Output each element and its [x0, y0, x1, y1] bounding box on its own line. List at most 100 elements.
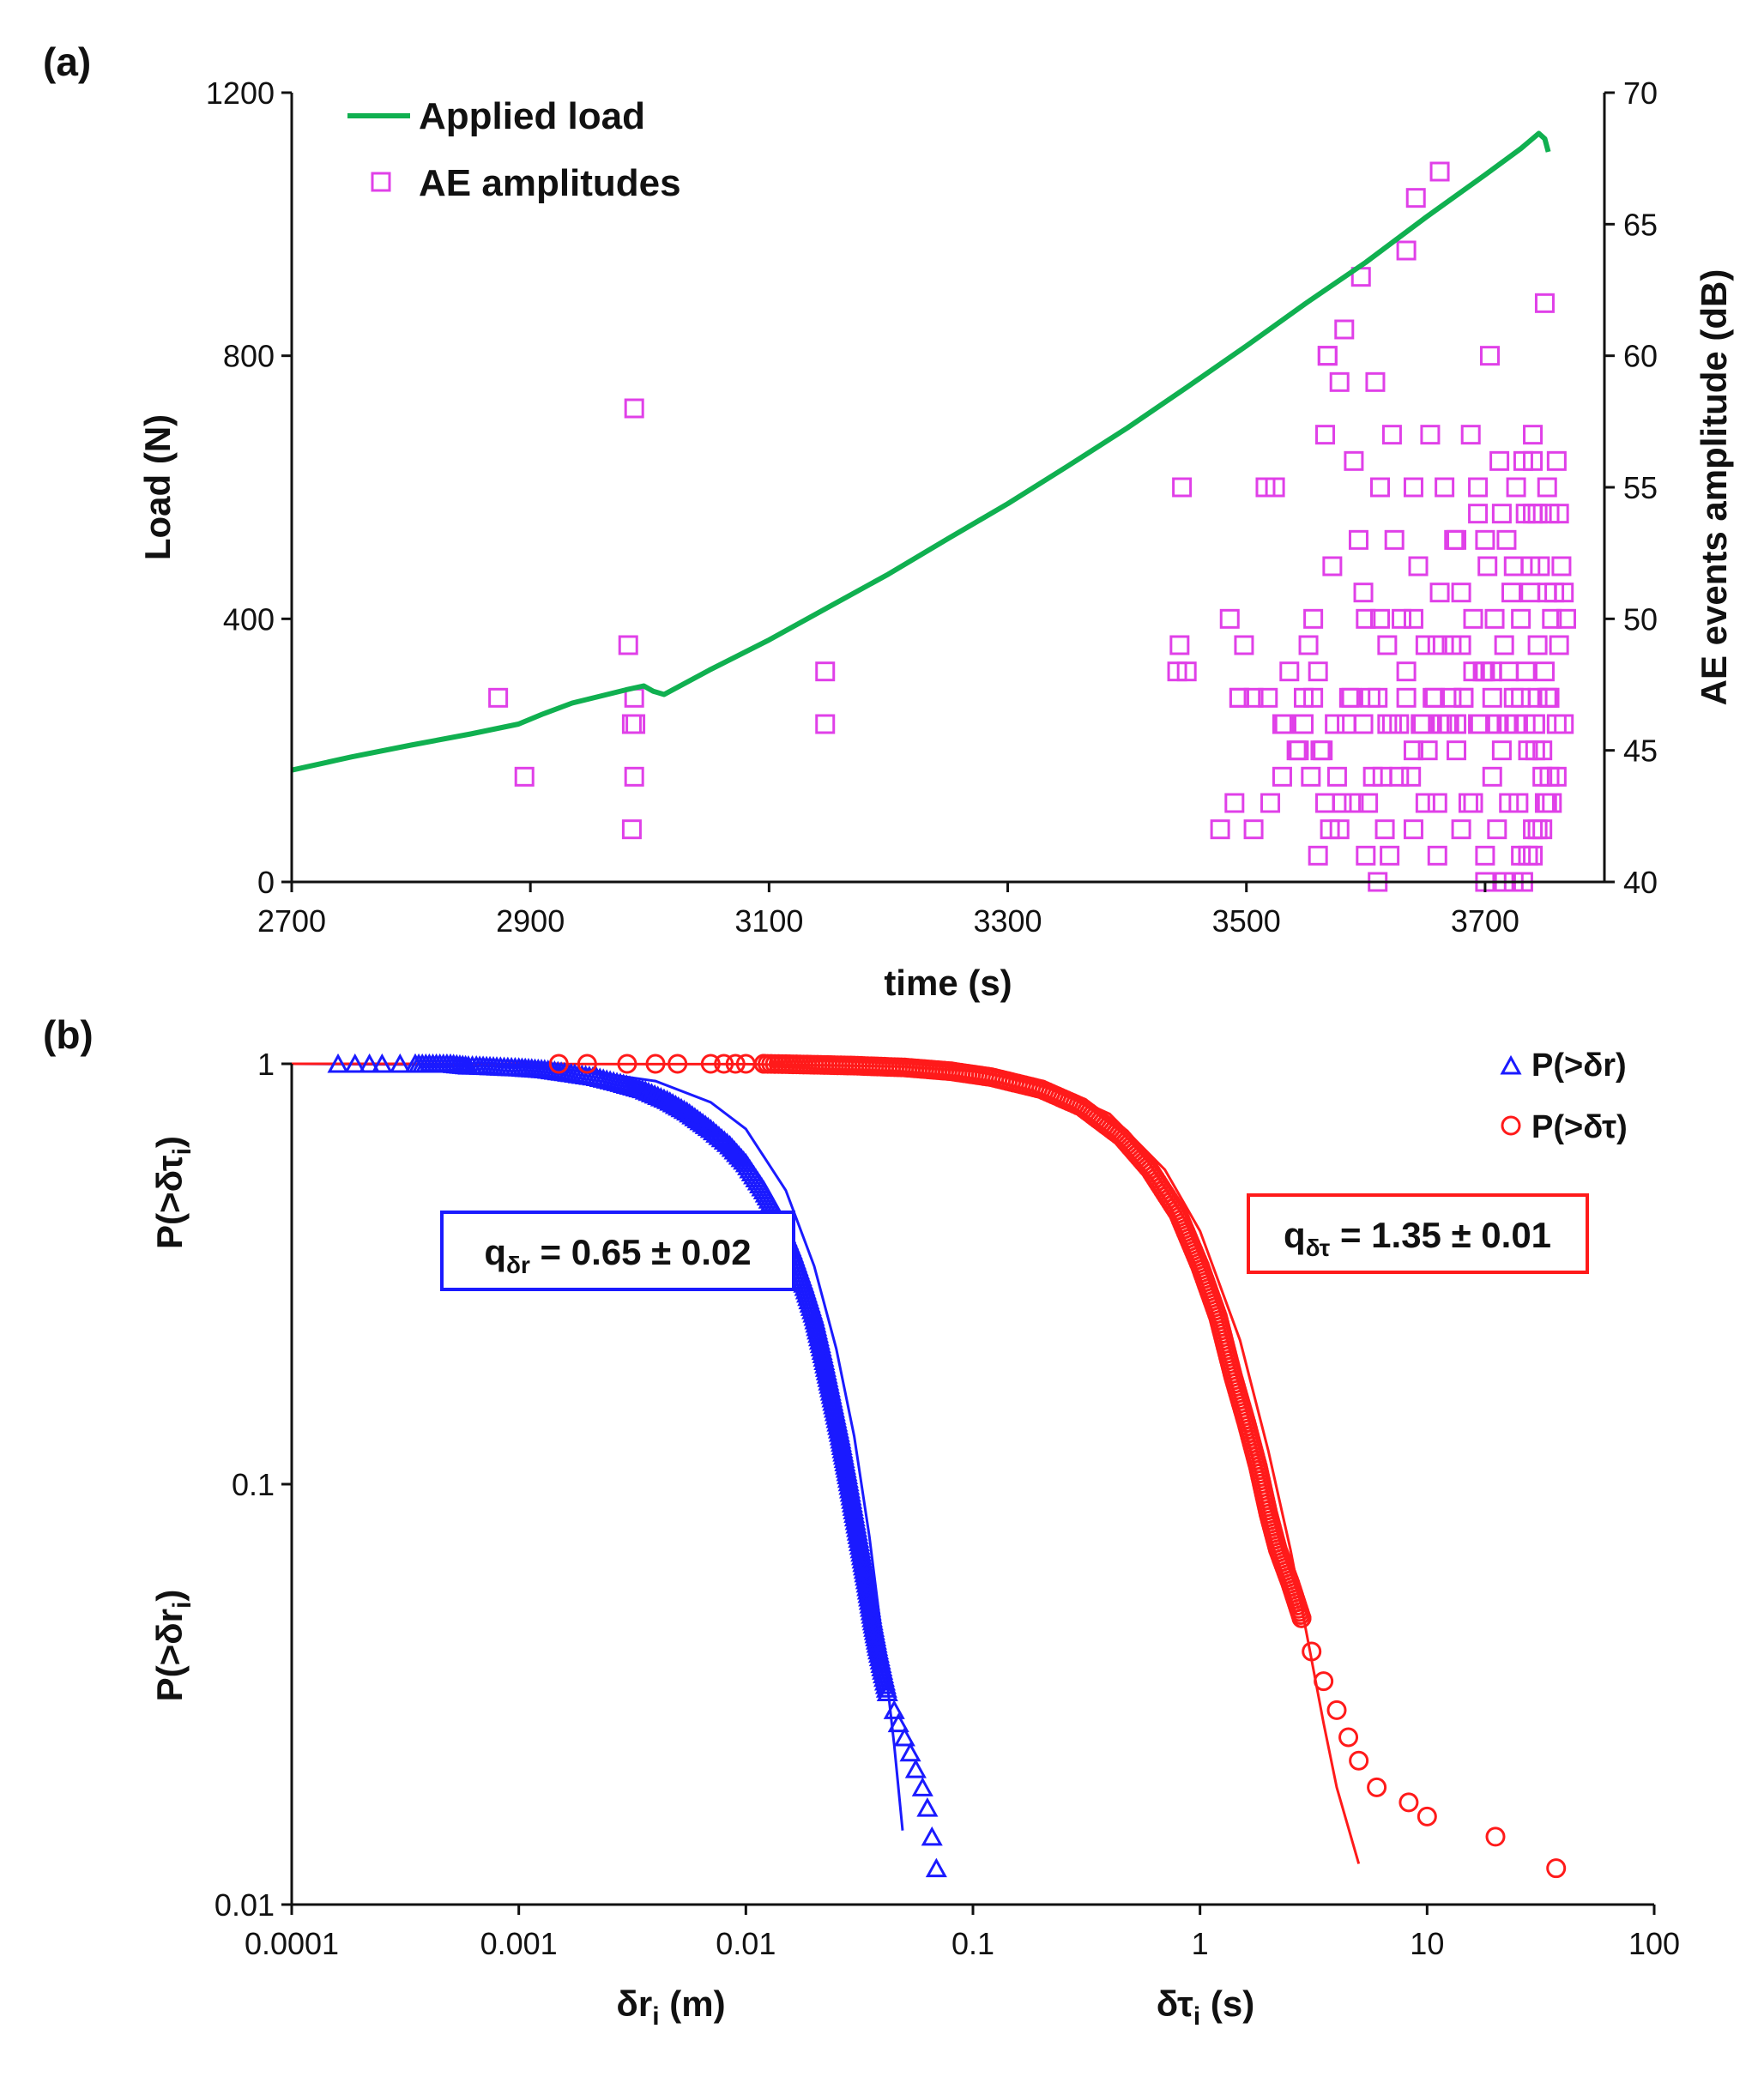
ae-amplitude-point — [1405, 188, 1426, 208]
ae-amplitude-point — [1463, 661, 1483, 682]
dr-point — [876, 1681, 898, 1701]
ae-amplitude-point — [1501, 583, 1522, 603]
dt-point — [1485, 1826, 1506, 1847]
ae-amplitude-point — [1420, 425, 1441, 445]
panel-a-x-axis-title: time (s) — [884, 963, 1012, 1003]
ae-amplitude-point — [1527, 819, 1548, 840]
ae-amplitude-point — [1396, 240, 1417, 261]
ae-amplitude-point — [1482, 687, 1502, 708]
ae-amplitude-point — [1389, 714, 1410, 734]
annotation-q-dr-rest: = 0.65 ± 0.02 — [530, 1232, 752, 1272]
ae-amplitude-point — [1435, 477, 1455, 498]
dt-point — [1326, 1700, 1347, 1720]
panel-b-x-axis-title-right: δτi (s) — [1157, 1983, 1254, 2031]
ae-amplitude-point — [1539, 687, 1560, 708]
ae-amplitude-point — [1534, 661, 1555, 682]
dr-point — [916, 1796, 939, 1817]
ae-amplitude-point — [1286, 740, 1307, 761]
dr-point — [899, 1742, 921, 1762]
ae-amplitude-point — [1451, 819, 1471, 840]
panel-b-y-axis-title-top: P(>δτi) — [149, 1136, 196, 1249]
ae-amplitude-point — [1279, 661, 1300, 682]
ae-amplitude-point — [1315, 793, 1336, 813]
ae-amplitude-point — [1417, 740, 1438, 761]
y-tick-label: 1 — [257, 1047, 275, 1082]
ae-amplitude-point — [1427, 845, 1447, 866]
annotation-q-dr-sub: δr — [506, 1252, 530, 1278]
ae-amplitude-point — [1503, 687, 1524, 708]
ae-amplitude-point — [1293, 714, 1314, 734]
ae-amplitude-point — [1453, 687, 1474, 708]
ae-amplitude-point — [1439, 714, 1459, 734]
x-tick-label: 0.0001 — [245, 1926, 339, 1961]
panel-b-y-axis-title-top-main: P(>δτ — [149, 1155, 190, 1249]
ae-amplitude-point — [1523, 504, 1544, 524]
panel-a-label: (a) — [43, 39, 91, 84]
ae-amplitude-point — [1475, 661, 1495, 682]
ae-amplitude-point — [1429, 161, 1450, 182]
ae-amplitude-point — [1392, 608, 1412, 629]
right-y-tick-label: 70 — [1623, 75, 1658, 111]
applied-load-line — [291, 130, 1551, 773]
dt-point — [1302, 1641, 1322, 1662]
ae-amplitude-point — [1326, 766, 1347, 787]
dr-point — [911, 1777, 933, 1796]
ae-amplitude-point — [1365, 371, 1386, 392]
dt-point — [1338, 1727, 1359, 1748]
dt-point — [700, 1054, 721, 1074]
ae-amplitude-point — [1377, 635, 1398, 655]
ae-amplitude-point — [815, 714, 836, 734]
ae-amplitude-point — [1169, 635, 1190, 655]
ae-amplitude-point — [1511, 845, 1531, 866]
dt-point — [1349, 1750, 1369, 1771]
ae-amplitude-point — [1298, 635, 1319, 655]
legend-dt-swatch — [1501, 1115, 1521, 1136]
dt-point — [1314, 1671, 1334, 1692]
ae-amplitude-point — [1447, 740, 1467, 761]
ae-amplitude-point — [1447, 529, 1467, 550]
panel-b-plot-area — [291, 1053, 1567, 1879]
ae-amplitude-point — [1451, 583, 1471, 603]
ae-amplitude-point — [514, 766, 535, 787]
ae-amplitude-point — [1554, 583, 1574, 603]
x-tick-label: 0.01 — [716, 1926, 776, 1961]
ae-amplitude-point — [1317, 346, 1338, 366]
ae-amplitude-point — [1499, 661, 1519, 682]
x-tick-label: 3700 — [1451, 903, 1519, 939]
annotation-q-dt-q: q — [1284, 1215, 1306, 1255]
ae-amplitude-point — [1260, 793, 1281, 813]
x-tick-label: 2900 — [496, 903, 565, 939]
ae-amplitude-point — [1229, 687, 1249, 708]
ae-amplitude-point — [1460, 425, 1481, 445]
ae-amplitude-point — [1475, 845, 1495, 866]
ae-amplitude-point — [1453, 687, 1474, 708]
legend-applied-load-label: Applied load — [419, 95, 645, 137]
ae-amplitude-point — [1384, 529, 1405, 550]
ae-amplitude-point — [1310, 740, 1331, 761]
ae-amplitude-point — [1403, 819, 1423, 840]
y-tick-label: 0.01 — [214, 1887, 275, 1923]
ae-amplitude-point — [1415, 793, 1435, 813]
y-tick-label: 0.1 — [232, 1467, 275, 1502]
x-tick-label: 3500 — [1212, 903, 1281, 939]
ae-amplitude-point — [1360, 687, 1380, 708]
legend-dr-label: P(>δr) — [1531, 1048, 1627, 1084]
ae-amplitude-point — [1301, 766, 1321, 787]
panel-a: (a) 2700 2900 3100 3300 3500 3700 0 400 800 1200… — [43, 39, 1734, 1003]
ae-amplitude-point — [1396, 687, 1417, 708]
ae-amplitude-point — [1348, 529, 1368, 550]
right-y-tick-label: 55 — [1623, 470, 1658, 505]
ae-amplitude-point — [618, 635, 638, 655]
panel-b-x-ticks: 0.0001 0.001 0.01 0.1 1 10 100 — [245, 1905, 1680, 1961]
ae-amplitude-point — [1403, 608, 1423, 629]
ae-amplitude-point — [1534, 293, 1555, 313]
panel-a-left-y-ticks: 0 400 800 1200 — [206, 75, 292, 900]
ae-amplitude-point — [1176, 661, 1197, 682]
ae-amplitude-point — [1274, 714, 1295, 734]
dt-point — [617, 1054, 637, 1074]
panel-b: (b) 0.0001 0.001 0.01 0.1 1 10 100 0.01 0.1 1 P(… — [43, 1012, 1680, 2031]
x-tick-label: 2700 — [257, 903, 326, 939]
right-y-tick-label: 50 — [1623, 601, 1658, 637]
panel-b-legend: P(>δr) P(>δτ) — [1500, 1048, 1628, 1145]
ae-amplitude-point — [1542, 608, 1562, 629]
